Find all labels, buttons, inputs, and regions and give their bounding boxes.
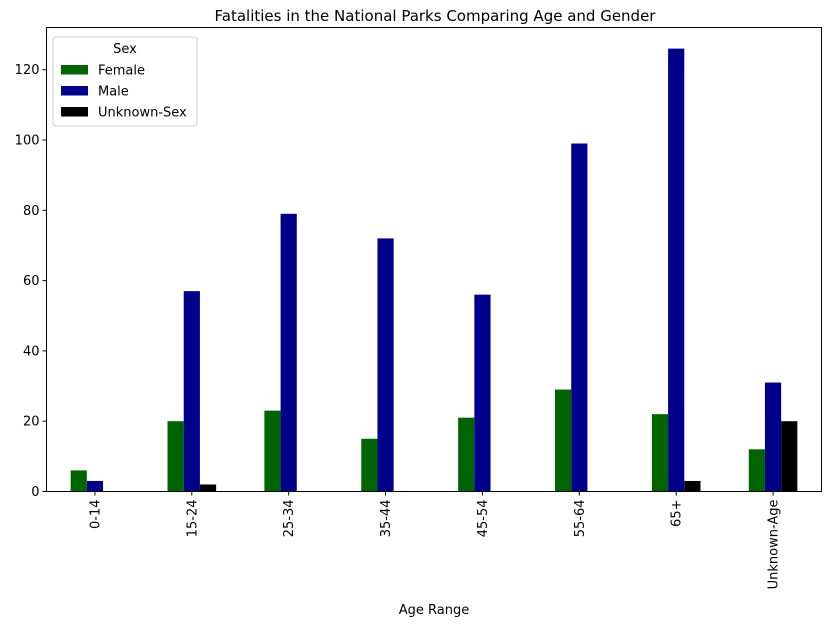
x-tick-label: 35-44 <box>379 500 394 538</box>
y-tick-label: 120 <box>15 63 40 78</box>
bar-female-65+ <box>651 414 669 492</box>
x-tick-label: 55-64 <box>573 500 588 538</box>
bars <box>70 48 798 492</box>
x-tick-label: Unknown-Age <box>767 500 782 590</box>
bar-male-0-14 <box>86 480 104 492</box>
bar-female-45-54 <box>458 417 475 492</box>
x-tick-label: 65+ <box>670 500 685 527</box>
legend-label-female: Female <box>98 64 145 79</box>
legend-box <box>52 36 198 127</box>
bar-male-65+ <box>668 48 685 492</box>
y-tick-label: 60 <box>23 274 40 289</box>
plot-frame <box>46 27 822 492</box>
bar-female-15-24 <box>167 421 184 492</box>
legend-swatch-female <box>61 65 88 75</box>
legend-title: Sex <box>113 42 137 57</box>
bar-male-55-64 <box>571 143 588 492</box>
bar-female-35-44 <box>361 438 378 492</box>
bar-male-35-44 <box>377 238 394 492</box>
y-tick-label: 80 <box>23 204 40 219</box>
bar-male-unknown-age <box>764 382 782 492</box>
chart-title: Fatalities in the National Parks Compari… <box>215 7 657 25</box>
x-tick-label: 15-24 <box>185 500 200 538</box>
bar-female-unknown-age <box>748 449 765 492</box>
x-axis-label: Age Range <box>399 603 469 618</box>
legend-swatch-male <box>61 86 88 96</box>
x-tick-label: 25-34 <box>282 500 297 538</box>
bar-male-15-24 <box>183 291 200 492</box>
bar-unknown-sex-65+ <box>684 480 701 492</box>
x-tick-label: 45-54 <box>476 500 491 538</box>
legend-swatch-unknown-sex <box>61 107 88 117</box>
legend-label-unknown-sex: Unknown-Sex <box>98 106 187 121</box>
legend-label-male: Male <box>98 85 129 100</box>
y-tick-label: 100 <box>15 133 40 148</box>
bar-male-25-34 <box>280 213 297 492</box>
y-tick-label: 40 <box>23 344 40 359</box>
bar-female-55-64 <box>555 389 572 492</box>
bar-unknown-sex-unknown-age <box>781 421 798 492</box>
legend: Sex Female Male Unknown-Sex <box>52 36 198 127</box>
y-axis: 0 20 40 60 80 100 120 <box>15 63 47 500</box>
bar-female-0-14 <box>70 470 87 492</box>
bar-female-25-34 <box>264 410 281 492</box>
y-tick-label: 0 <box>31 485 39 500</box>
y-tick-label: 20 <box>23 415 40 430</box>
bar-unknown-sex-15-24 <box>199 484 217 492</box>
x-tick-label: 0-14 <box>88 500 103 530</box>
bar-male-45-54 <box>474 294 491 492</box>
x-axis: 0-14 15-24 25-34 35-44 45-54 55-64 65+ Unknown-… <box>88 491 782 590</box>
